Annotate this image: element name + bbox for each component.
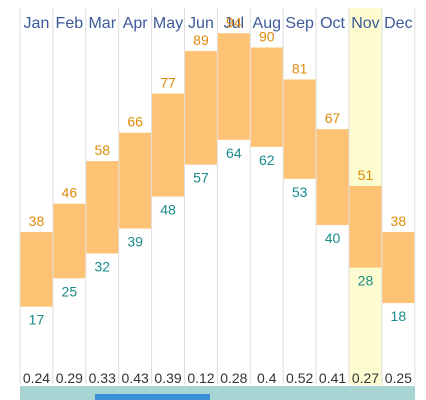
month-label-jul: Jul — [224, 15, 244, 32]
high-label-dec: 38 — [391, 213, 407, 229]
low-label-oct: 40 — [325, 230, 341, 246]
temp-range-bar-mar — [86, 161, 119, 254]
temp-range-bar-jan — [20, 232, 53, 307]
low-label-dec: 18 — [391, 308, 407, 324]
precip-label-dec: 0.25 — [385, 370, 412, 386]
low-label-feb: 25 — [62, 283, 78, 299]
temp-range-bar-feb — [53, 203, 86, 279]
temp-range-bar-dec — [382, 232, 415, 304]
high-label-aug: 90 — [259, 29, 275, 45]
low-label-jun: 57 — [193, 170, 209, 186]
month-label-feb: Feb — [56, 15, 84, 32]
precip-label-jul: 0.28 — [220, 370, 247, 386]
month-label-may: May — [153, 15, 183, 32]
precip-label-apr: 0.43 — [122, 370, 149, 386]
high-label-nov: 51 — [358, 167, 374, 183]
high-label-oct: 67 — [325, 110, 341, 126]
high-label-apr: 66 — [127, 114, 143, 130]
precip-label-jan: 0.24 — [23, 370, 50, 386]
high-label-may: 77 — [160, 75, 176, 91]
month-label-sep: Sep — [285, 15, 314, 32]
low-label-jan: 17 — [29, 312, 45, 328]
precip-label-nov: 0.27 — [352, 370, 379, 386]
temp-range-bar-sep — [283, 79, 316, 179]
precip-label-jun: 0.12 — [187, 370, 214, 386]
month-label-jun: Jun — [188, 15, 214, 32]
low-label-aug: 62 — [259, 152, 275, 168]
high-label-jul: 94 — [226, 14, 242, 30]
temp-range-bar-nov — [349, 185, 382, 268]
month-label-oct: Oct — [320, 15, 345, 32]
precip-label-feb: 0.29 — [56, 370, 83, 386]
low-label-apr: 39 — [127, 234, 143, 250]
precip-label-mar: 0.33 — [89, 370, 116, 386]
temp-range-bar-aug — [250, 47, 283, 147]
low-label-sep: 53 — [292, 184, 308, 200]
low-label-may: 48 — [160, 202, 176, 218]
month-label-nov: Nov — [351, 15, 379, 32]
bottom-strip — [20, 386, 415, 400]
high-label-feb: 46 — [62, 185, 78, 201]
low-label-mar: 32 — [94, 258, 110, 274]
precip-label-oct: 0.41 — [319, 370, 346, 386]
temp-range-bar-may — [152, 93, 184, 197]
temp-range-bar-jul — [217, 33, 250, 140]
high-label-mar: 58 — [94, 142, 110, 158]
month-label-apr: Apr — [123, 15, 149, 32]
precip-label-sep: 0.52 — [286, 370, 313, 386]
precip-label-may: 0.39 — [154, 370, 181, 386]
high-label-jan: 38 — [29, 213, 45, 229]
low-label-jul: 64 — [226, 145, 242, 161]
scroll-indicator — [95, 394, 210, 400]
temp-range-bar-apr — [119, 132, 152, 229]
month-label-jan: Jan — [24, 15, 50, 32]
low-label-nov: 28 — [358, 273, 374, 289]
high-label-jun: 89 — [193, 32, 209, 48]
precip-label-aug: 0.4 — [257, 370, 277, 386]
temp-range-bar-oct — [316, 129, 349, 225]
month-label-dec: Dec — [384, 15, 412, 32]
temp-range-bar-jun — [185, 51, 217, 165]
month-label-mar: Mar — [88, 15, 116, 32]
month-label-aug: Aug — [253, 15, 281, 32]
high-label-sep: 81 — [292, 60, 308, 76]
